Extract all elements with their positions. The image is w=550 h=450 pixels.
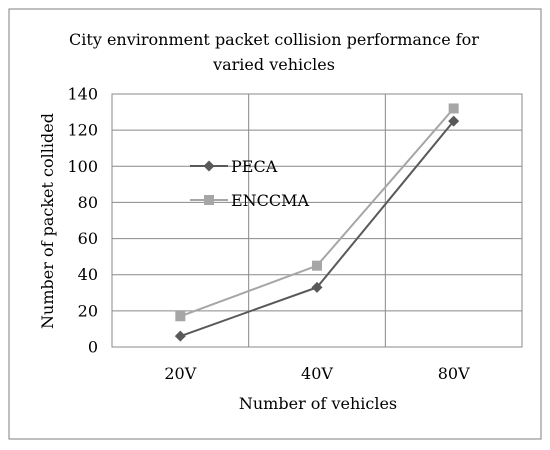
series-layer (174, 103, 460, 342)
y-tick-label: 60 (78, 229, 98, 248)
y-tick-labels: 0 20 40 60 80 100 120 140 (67, 85, 98, 357)
plot-area-border (111, 93, 523, 348)
x-tick-label: 40V (301, 364, 333, 383)
x-axis-label: Number of vehicles (239, 394, 397, 413)
data-point (312, 260, 322, 271)
legend-label-enccma: ENCCMA (231, 191, 310, 210)
data-point (311, 281, 323, 293)
chart-frame (8, 8, 542, 440)
y-tick-label: 120 (67, 121, 98, 140)
y-tick-label: 40 (78, 265, 98, 284)
legend-item-peca: PECA (190, 157, 278, 176)
data-point (174, 330, 186, 342)
series-peca (174, 115, 460, 342)
series-enccma (175, 103, 459, 322)
data-point (175, 311, 186, 322)
chart-title-line-2: varied vehicles (212, 55, 335, 74)
x-tick-label: 20V (164, 364, 196, 383)
x-tick-labels: 20V 40V 80V (164, 364, 470, 383)
y-tick-label: 140 (67, 85, 98, 104)
legend-item-enccma: ENCCMA (190, 191, 310, 210)
y-axis-label: Number of packet collided (38, 113, 57, 329)
chart-title-line-1: City environment packet collision perfor… (69, 30, 479, 49)
data-point (448, 103, 459, 114)
y-tick-label: 80 (78, 193, 98, 212)
y-tick-label: 100 (67, 157, 98, 176)
y-tick-label: 0 (88, 338, 98, 357)
data-point (448, 115, 460, 127)
x-tick-label: 80V (438, 364, 470, 383)
y-tick-label: 20 (78, 301, 98, 320)
legend: PECA ENCCMA (190, 157, 310, 210)
legend-label-peca: PECA (231, 157, 278, 176)
